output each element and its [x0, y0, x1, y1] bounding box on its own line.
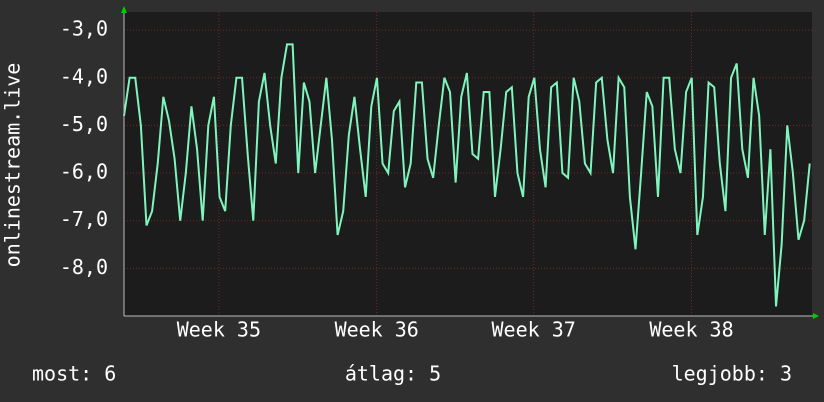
x-arrow [813, 313, 819, 319]
x-tick-label: Week 36 [335, 318, 419, 342]
x-tick-label: Week 38 [649, 318, 733, 342]
data-line [123, 43, 811, 307]
y-axis-label: onlinestream.live [1, 63, 25, 268]
y-tick-label: -8,0 [60, 255, 108, 279]
footer-current: most: 6 [32, 362, 116, 386]
y-tick-label: -3,0 [60, 17, 108, 41]
footer-best: legjobb: 3 [672, 362, 792, 386]
plot-area [124, 12, 812, 316]
y-tick-label: -4,0 [60, 64, 108, 88]
x-tick-label: Week 35 [177, 318, 261, 342]
footer-average: átlag: 5 [345, 362, 441, 386]
y-tick-label: -5,0 [60, 112, 108, 136]
x-tick-label: Week 37 [492, 318, 576, 342]
y-arrow [121, 6, 127, 13]
y-tick-label: -7,0 [60, 207, 108, 231]
y-tick-label: -6,0 [60, 160, 108, 184]
